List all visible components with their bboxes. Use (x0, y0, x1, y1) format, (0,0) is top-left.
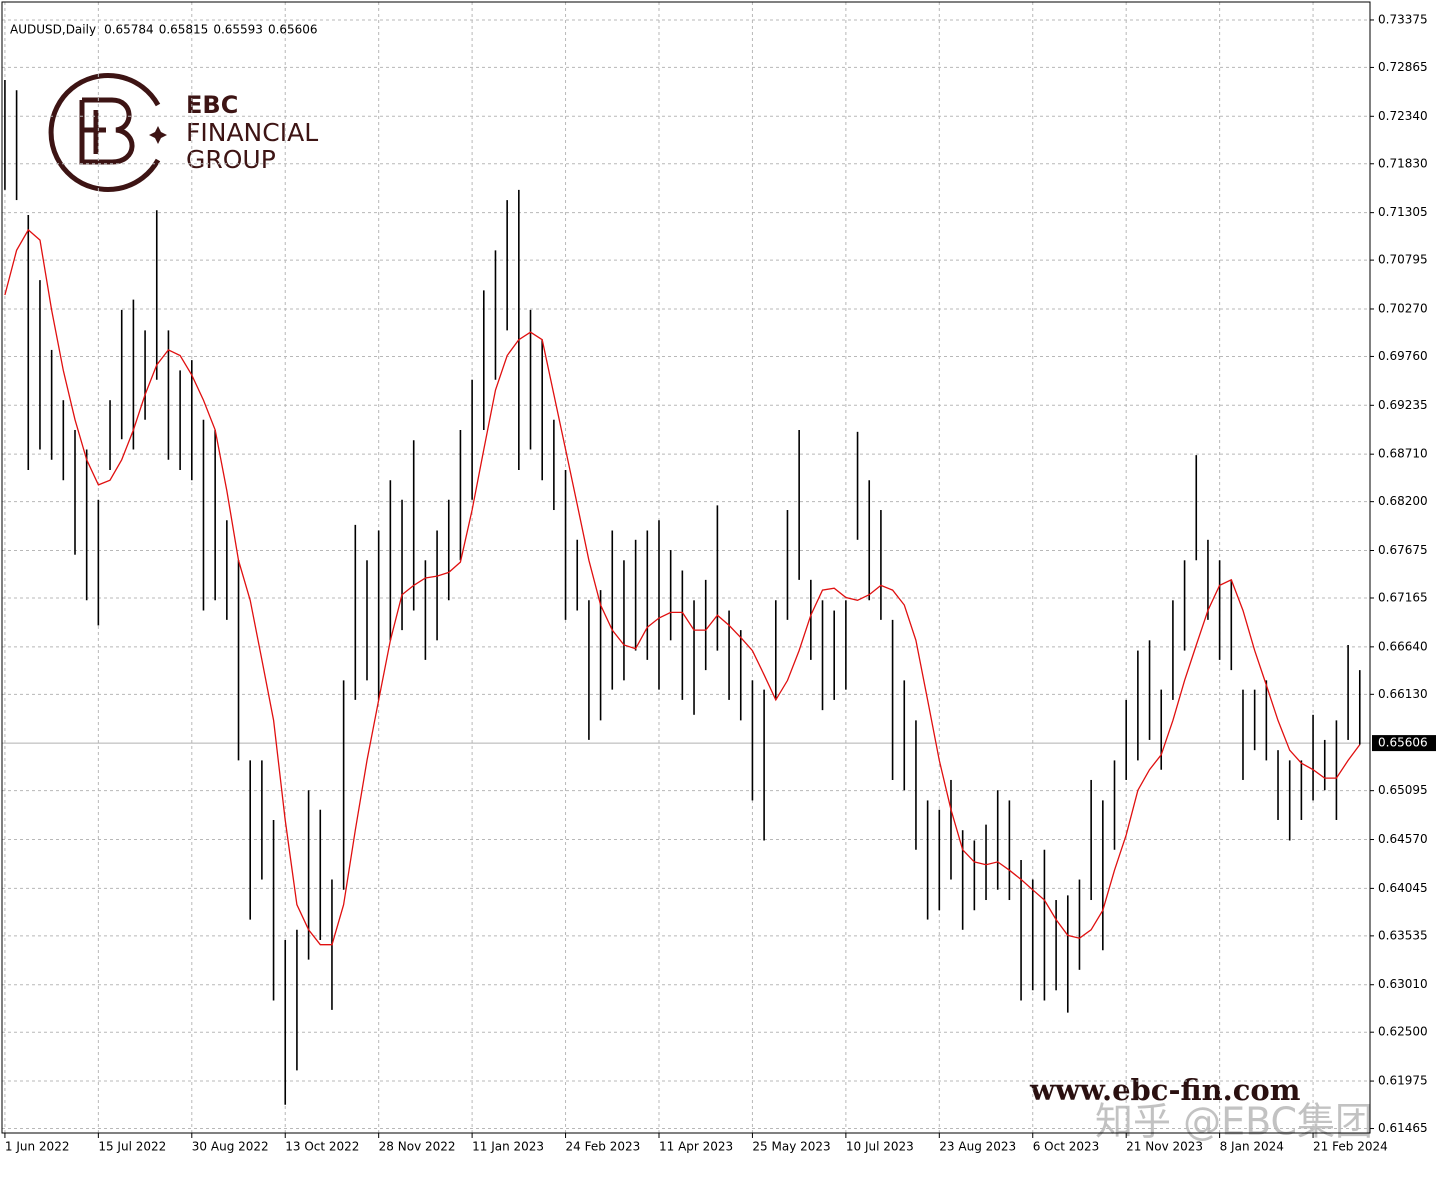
x-tick-label: 15 Jul 2022 (98, 1140, 166, 1154)
chart-header-title: AUDUSD,Daily (10, 23, 96, 37)
y-tick-label: 0.67165 (1378, 590, 1428, 604)
x-tick-label: 6 Oct 2023 (1033, 1140, 1100, 1154)
y-tick-label: 0.69760 (1378, 349, 1428, 363)
x-tick-label: 10 Jul 2023 (846, 1140, 914, 1154)
logo-star (149, 126, 167, 144)
last-price-label: 0.65606 (1378, 736, 1428, 750)
x-tick-label: 8 Jan 2024 (1220, 1140, 1284, 1154)
brand-line: FINANCIAL (186, 118, 318, 147)
y-tick-label: 0.69235 (1378, 398, 1428, 412)
y-tick-label: 0.61465 (1378, 1121, 1428, 1135)
x-tick-label: 13 Oct 2022 (285, 1140, 359, 1154)
y-tick-label: 0.71830 (1378, 156, 1428, 170)
x-tick-label: 28 Nov 2022 (379, 1140, 456, 1154)
y-tick-label: 0.70270 (1378, 301, 1428, 315)
y-tick-label: 0.61975 (1378, 1074, 1428, 1088)
x-tick-label: 21 Feb 2024 (1313, 1140, 1388, 1154)
chart-header-value: 0.65815 (159, 23, 209, 37)
x-tick-label: 11 Jan 2023 (472, 1140, 544, 1154)
y-tick-label: 0.65095 (1378, 783, 1428, 797)
y-tick-label: 0.63535 (1378, 928, 1428, 942)
brand-line: GROUP (186, 145, 276, 174)
logo: EBC FINANCIAL GROUP (48, 73, 318, 192)
x-tick-label: 25 May 2023 (752, 1140, 830, 1154)
y-tick-label: 0.68710 (1378, 447, 1428, 461)
x-tick-label: 30 Aug 2022 (192, 1140, 269, 1154)
x-tick-label: 21 Nov 2023 (1126, 1140, 1203, 1154)
y-tick-label: 0.63010 (1378, 977, 1428, 991)
x-tick-label: 23 Aug 2023 (939, 1140, 1016, 1154)
brand: EBC (186, 91, 238, 119)
y-tick-label: 0.72865 (1378, 60, 1428, 74)
last-price-box (1372, 735, 1436, 752)
chart-header-value: 0.65606 (268, 23, 318, 37)
y-tick-label: 0.66640 (1378, 639, 1428, 653)
x-tick-label: 24 Feb 2023 (566, 1140, 641, 1154)
logo-ring (48, 73, 161, 192)
x-tick-label: 1 Jun 2022 (5, 1140, 70, 1154)
y-tick-label: 0.66130 (1378, 687, 1428, 701)
y-tick-label: 0.67675 (1378, 543, 1428, 557)
url-watermark: www.ebc-fin.com (1029, 1073, 1301, 1107)
y-tick-label: 0.73375 (1378, 12, 1428, 26)
y-tick-label: 0.68200 (1378, 494, 1428, 508)
y-tick-label: 0.71305 (1378, 205, 1428, 219)
y-tick-label: 0.62500 (1378, 1025, 1428, 1039)
plot-frame (1, 1, 1371, 1134)
x-tick-label: 11 Apr 2023 (659, 1140, 733, 1154)
y-tick-label: 0.70795 (1378, 253, 1428, 267)
logo-mark (79, 97, 135, 165)
moving-average (4, 228, 1361, 946)
grid (2, 2, 1370, 1133)
chart-header-value: 0.65593 (213, 23, 263, 37)
y-tick-label: 0.72340 (1378, 109, 1428, 123)
chart-header-value: 0.65784 (104, 23, 154, 37)
social-watermark: 知乎 @EBC集团 (1095, 1100, 1373, 1144)
y-tick-label: 0.64570 (1378, 832, 1428, 846)
bars (4, 80, 1361, 1105)
y-tick-label: 0.64045 (1378, 881, 1428, 895)
